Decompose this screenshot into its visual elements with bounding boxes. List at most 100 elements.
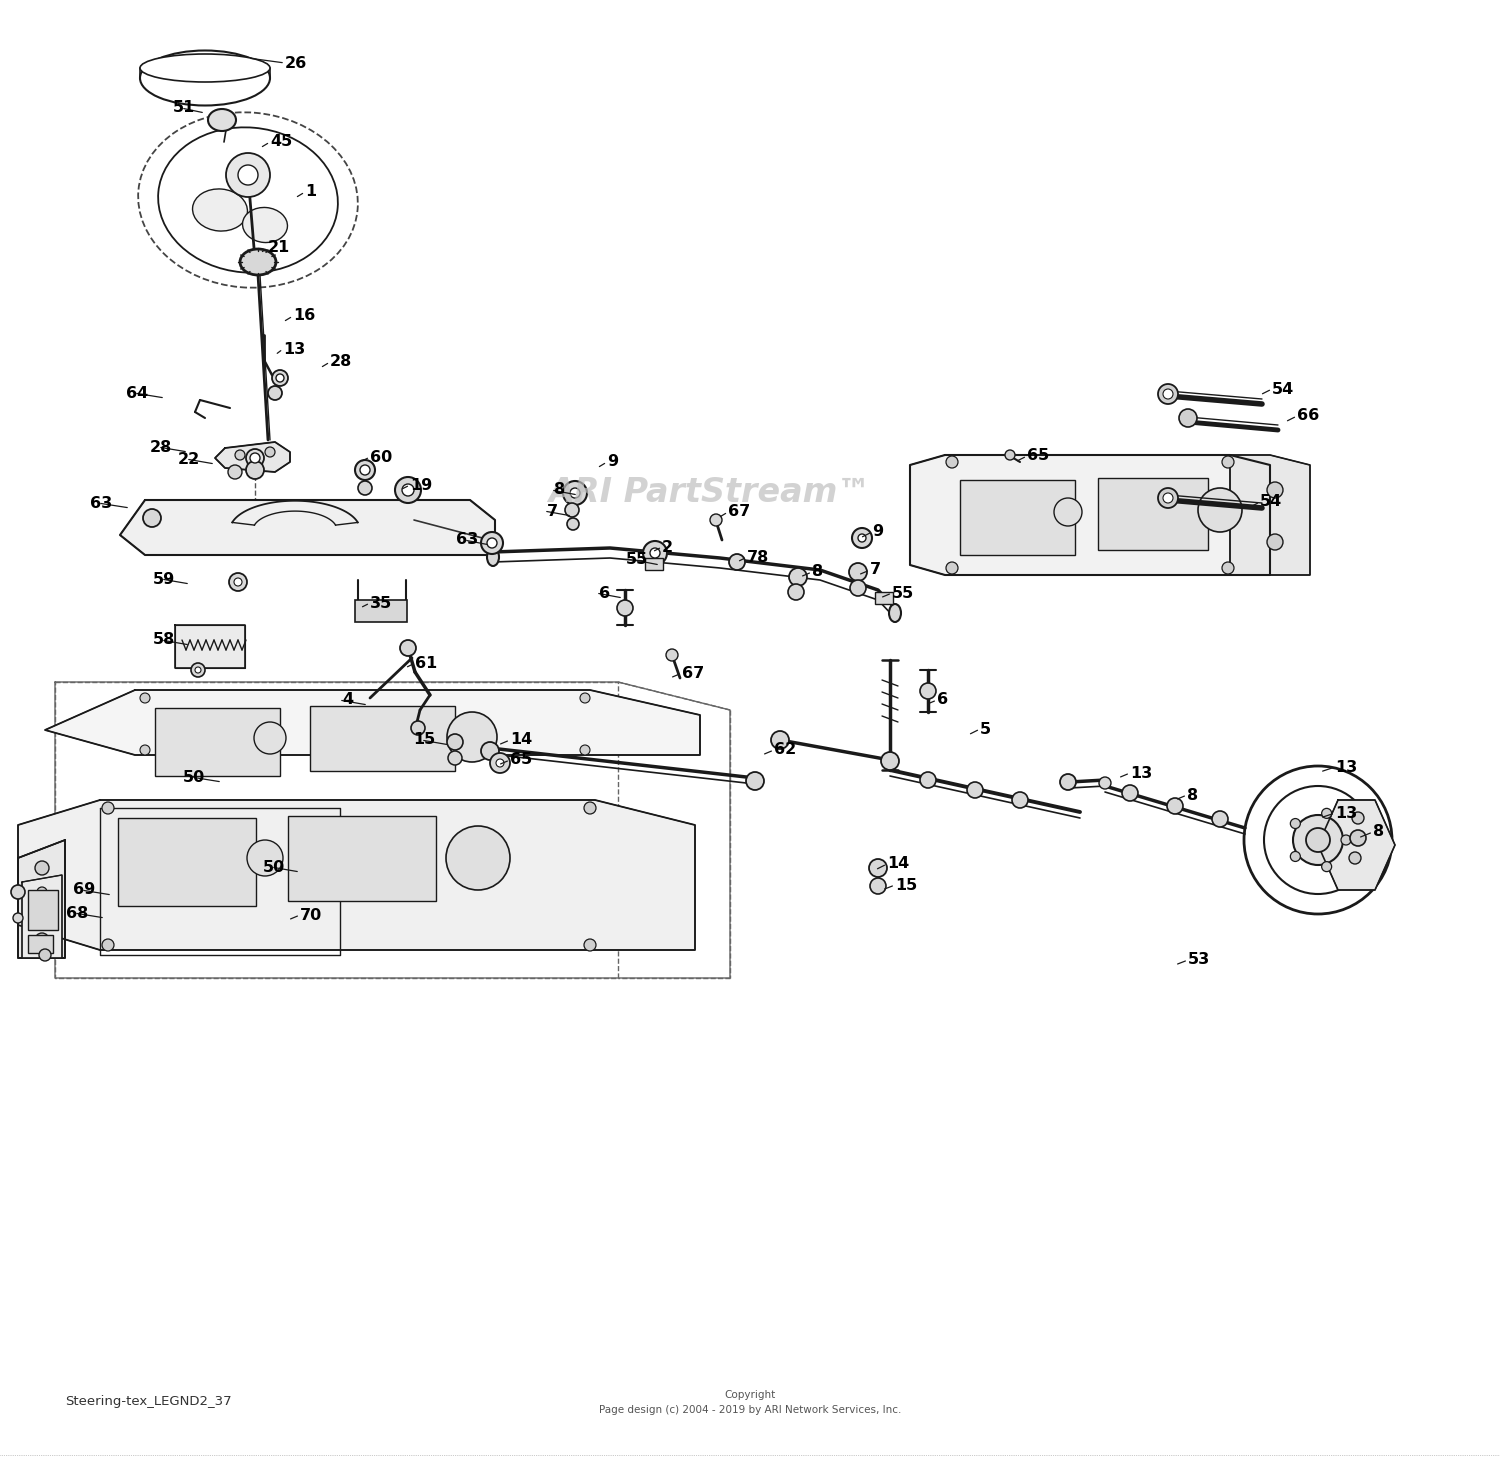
Text: 67: 67 — [682, 666, 705, 680]
Circle shape — [580, 745, 590, 755]
Circle shape — [1100, 777, 1112, 789]
Text: 51: 51 — [172, 101, 195, 116]
Text: 65: 65 — [510, 752, 532, 768]
Circle shape — [140, 745, 150, 755]
Circle shape — [360, 465, 370, 475]
Text: ARI PartStream™: ARI PartStream™ — [549, 475, 872, 509]
Text: 58: 58 — [153, 632, 176, 648]
Text: 1: 1 — [304, 184, 316, 199]
Circle shape — [1162, 493, 1173, 503]
Circle shape — [570, 489, 580, 497]
Text: 64: 64 — [126, 385, 148, 401]
Circle shape — [482, 742, 500, 759]
Circle shape — [968, 783, 982, 797]
Text: 78: 78 — [747, 550, 770, 565]
Text: 54: 54 — [1272, 382, 1294, 396]
Circle shape — [402, 484, 414, 496]
Circle shape — [38, 907, 46, 917]
Text: 14: 14 — [510, 733, 532, 748]
Bar — [1098, 478, 1208, 550]
Circle shape — [447, 712, 497, 762]
Circle shape — [358, 481, 372, 494]
Circle shape — [234, 578, 242, 587]
Text: 13: 13 — [284, 341, 306, 357]
Text: 62: 62 — [774, 743, 796, 758]
Polygon shape — [18, 840, 64, 958]
Text: 9: 9 — [871, 525, 883, 540]
Text: 70: 70 — [300, 907, 322, 923]
Text: 15: 15 — [413, 733, 435, 748]
Polygon shape — [1230, 455, 1310, 575]
Circle shape — [34, 862, 50, 875]
Circle shape — [276, 375, 284, 382]
Circle shape — [946, 456, 958, 468]
Circle shape — [10, 885, 26, 898]
Circle shape — [1322, 862, 1332, 872]
Text: 13: 13 — [1335, 806, 1358, 821]
Text: 9: 9 — [608, 455, 618, 470]
Circle shape — [880, 752, 898, 770]
Circle shape — [1212, 811, 1228, 827]
Ellipse shape — [1293, 815, 1342, 865]
Text: 45: 45 — [270, 135, 292, 149]
Text: 15: 15 — [896, 878, 916, 892]
Bar — [288, 816, 436, 901]
Text: 6: 6 — [598, 585, 610, 600]
Text: 8: 8 — [554, 483, 566, 497]
Text: 7: 7 — [870, 562, 880, 578]
Circle shape — [1350, 830, 1366, 846]
Text: 65: 65 — [1028, 449, 1050, 464]
Circle shape — [567, 518, 579, 530]
Text: 21: 21 — [268, 240, 291, 256]
Circle shape — [13, 913, 22, 923]
Circle shape — [666, 650, 678, 661]
Circle shape — [1162, 389, 1173, 399]
Circle shape — [34, 933, 50, 947]
Circle shape — [254, 723, 286, 753]
Circle shape — [38, 887, 46, 897]
Bar — [118, 818, 256, 906]
Circle shape — [39, 949, 51, 961]
Text: 13: 13 — [1130, 765, 1152, 780]
Polygon shape — [120, 500, 495, 554]
Text: 59: 59 — [153, 572, 176, 587]
Circle shape — [1054, 497, 1082, 527]
Ellipse shape — [243, 208, 288, 243]
Circle shape — [246, 461, 264, 478]
Text: 66: 66 — [1298, 408, 1320, 423]
Polygon shape — [910, 455, 1270, 575]
Text: 35: 35 — [370, 595, 393, 610]
Text: 50: 50 — [262, 859, 285, 875]
Polygon shape — [1318, 800, 1395, 890]
Circle shape — [1060, 774, 1076, 790]
Circle shape — [1013, 791, 1028, 808]
Circle shape — [1322, 809, 1332, 818]
Ellipse shape — [240, 249, 276, 275]
Circle shape — [868, 859, 886, 876]
Circle shape — [580, 693, 590, 704]
Circle shape — [1222, 562, 1234, 573]
Circle shape — [584, 939, 596, 951]
Circle shape — [616, 600, 633, 616]
Circle shape — [852, 528, 871, 549]
Polygon shape — [22, 875, 62, 958]
Text: 8: 8 — [1372, 825, 1384, 840]
Circle shape — [920, 772, 936, 789]
Circle shape — [710, 514, 722, 527]
Text: 26: 26 — [285, 56, 308, 70]
Ellipse shape — [140, 51, 270, 105]
Ellipse shape — [890, 604, 902, 622]
Circle shape — [1306, 828, 1330, 851]
Ellipse shape — [192, 189, 248, 231]
Circle shape — [1348, 851, 1360, 865]
Circle shape — [1222, 456, 1234, 468]
Polygon shape — [214, 442, 290, 473]
Ellipse shape — [488, 549, 500, 566]
Circle shape — [746, 772, 764, 790]
Circle shape — [230, 573, 248, 591]
Text: 14: 14 — [886, 856, 909, 872]
Circle shape — [1005, 451, 1016, 459]
Circle shape — [1179, 410, 1197, 427]
Ellipse shape — [1244, 767, 1392, 914]
Circle shape — [228, 465, 242, 478]
